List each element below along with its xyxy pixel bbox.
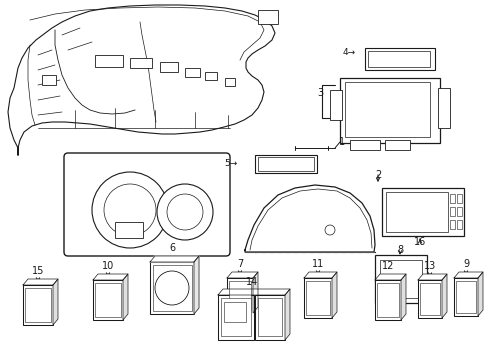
Bar <box>367 51 429 67</box>
Text: 15: 15 <box>32 266 44 276</box>
Text: 6: 6 <box>168 243 175 253</box>
Bar <box>374 280 400 320</box>
Circle shape <box>157 184 213 240</box>
Polygon shape <box>244 185 374 252</box>
Bar <box>329 90 341 120</box>
Bar <box>453 278 477 316</box>
Polygon shape <box>23 279 58 285</box>
Bar <box>95 55 123 67</box>
Bar <box>93 280 123 320</box>
Text: 7: 7 <box>236 259 243 269</box>
Text: 14: 14 <box>245 277 258 287</box>
Bar <box>339 78 439 143</box>
Polygon shape <box>226 272 258 278</box>
Text: 9: 9 <box>462 259 468 269</box>
Bar <box>226 278 252 313</box>
Bar <box>258 10 278 24</box>
Bar <box>305 281 329 315</box>
Bar <box>449 207 454 216</box>
Bar <box>379 260 421 298</box>
Polygon shape <box>453 272 482 278</box>
Circle shape <box>167 194 203 230</box>
Bar <box>254 155 316 173</box>
Bar <box>184 68 200 77</box>
Polygon shape <box>93 274 128 280</box>
Bar <box>345 82 429 137</box>
Circle shape <box>92 172 168 248</box>
Bar <box>349 140 379 150</box>
Bar <box>23 285 53 325</box>
Polygon shape <box>53 279 58 325</box>
Bar <box>384 140 409 150</box>
Bar <box>449 194 454 203</box>
Bar <box>160 62 178 72</box>
Bar <box>150 262 194 314</box>
Bar <box>258 157 313 171</box>
Text: 1: 1 <box>338 137 345 147</box>
Polygon shape <box>400 274 405 320</box>
Text: 12: 12 <box>381 261 393 271</box>
Bar <box>228 281 250 310</box>
Bar <box>304 278 331 318</box>
Bar <box>204 72 217 80</box>
Bar <box>130 58 152 68</box>
Bar <box>224 78 235 86</box>
Polygon shape <box>441 274 446 318</box>
Bar <box>385 192 447 232</box>
Bar <box>95 283 121 317</box>
Bar <box>25 288 51 322</box>
Text: 3: 3 <box>316 88 323 98</box>
Text: 5→: 5→ <box>224 158 238 167</box>
Polygon shape <box>374 274 405 280</box>
Polygon shape <box>417 274 446 280</box>
Bar <box>381 188 463 236</box>
Bar <box>254 295 285 340</box>
Polygon shape <box>252 272 258 313</box>
Bar <box>456 207 461 216</box>
Bar <box>115 222 142 238</box>
Bar <box>42 75 56 85</box>
Circle shape <box>104 184 156 236</box>
Text: 8: 8 <box>396 245 402 255</box>
Bar <box>449 220 454 229</box>
Bar <box>224 302 245 322</box>
Polygon shape <box>150 256 199 262</box>
Bar <box>258 298 282 336</box>
Polygon shape <box>218 289 289 295</box>
Bar <box>419 283 439 315</box>
Circle shape <box>325 225 334 235</box>
Polygon shape <box>304 272 336 278</box>
FancyBboxPatch shape <box>64 153 229 256</box>
Text: 16: 16 <box>413 237 425 247</box>
Text: 2: 2 <box>374 170 380 180</box>
Polygon shape <box>123 274 128 320</box>
Polygon shape <box>285 289 289 340</box>
Polygon shape <box>331 272 336 318</box>
Bar <box>455 281 475 313</box>
Bar <box>376 283 398 317</box>
Polygon shape <box>477 272 482 316</box>
Polygon shape <box>194 256 199 314</box>
Text: 13: 13 <box>423 261 435 271</box>
Bar <box>218 295 253 340</box>
Text: 4→: 4→ <box>342 48 355 57</box>
Polygon shape <box>8 5 274 155</box>
Bar <box>364 48 434 70</box>
Circle shape <box>155 271 189 305</box>
Bar <box>417 280 441 318</box>
Bar <box>437 88 449 128</box>
Text: 10: 10 <box>102 261 114 271</box>
Text: 11: 11 <box>311 259 324 269</box>
Bar <box>153 265 192 311</box>
Bar <box>374 255 426 303</box>
Bar <box>456 220 461 229</box>
Bar <box>221 298 250 336</box>
Bar <box>456 194 461 203</box>
